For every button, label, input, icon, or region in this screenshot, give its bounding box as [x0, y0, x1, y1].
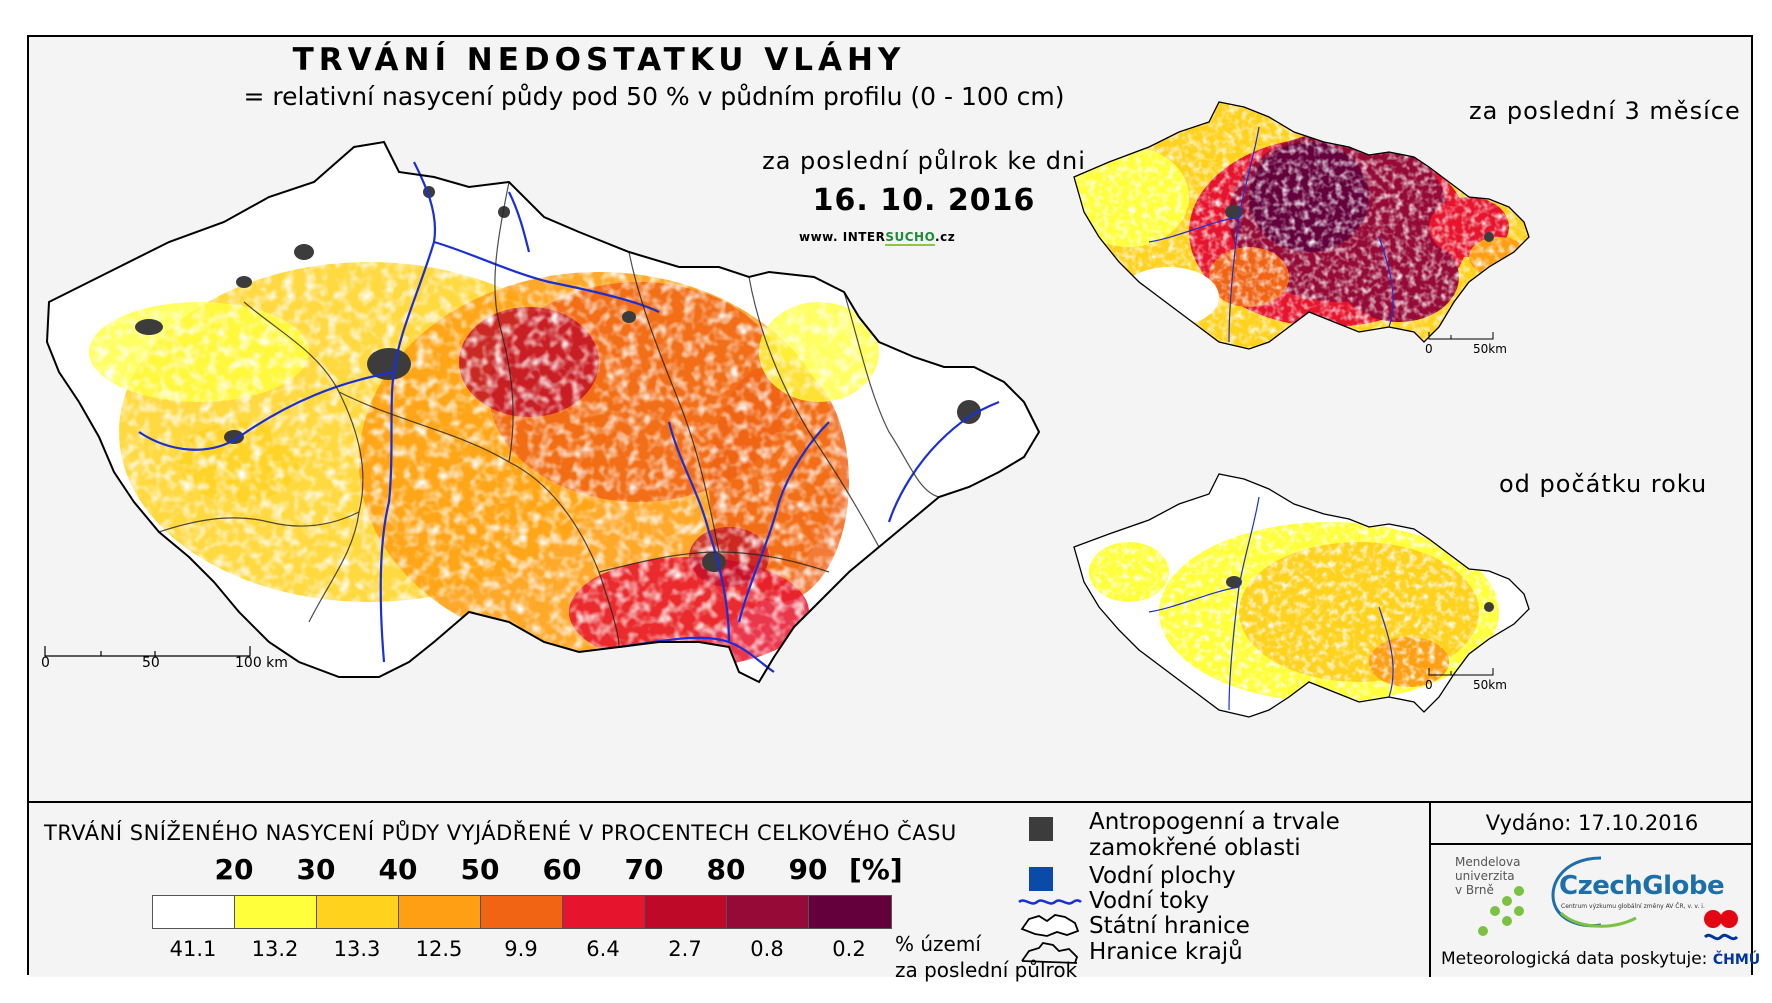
key-water-bodies: Vodní plochy [1089, 863, 1236, 889]
date-label: 16. 10. 2016 [812, 183, 1036, 218]
key-anthropogenic-line2: zamokřené oblasti [1089, 835, 1301, 861]
mendel-line1: Mendelova [1455, 855, 1521, 869]
inset-three-months-map [1073, 101, 1530, 350]
key-state-border: Státní hranice [1089, 913, 1250, 939]
website-brand: SUCHO [885, 230, 936, 246]
anthropogenic-area-icon [1029, 817, 1053, 841]
inset-year-map [1073, 473, 1530, 718]
website-prefix: www. INTER [799, 230, 886, 244]
legend-tick-80: 80 [706, 853, 746, 886]
legend-share: 13.3 [333, 937, 381, 961]
legend-tick-50: 50 [460, 853, 500, 886]
inset-three-months-label: za poslední 3 měsíce [1469, 97, 1741, 125]
map-title: TRVÁNÍ NEDOSTATKU VLÁHY [292, 42, 906, 78]
mendel-line3: v Brně [1455, 883, 1494, 897]
meteo-credit: Meteorologická data poskytuje: ČHMÚ [1441, 949, 1760, 969]
main-map [45, 140, 1041, 684]
legend-share-note: % území za poslední půlrok [895, 931, 1077, 983]
legend-swatch [235, 896, 317, 928]
legend-tick-60: 60 [542, 853, 582, 886]
issued-date: Vydáno: 17.10.2016 [1431, 803, 1753, 845]
inset-three-months-scale-end: 50km [1473, 342, 1507, 356]
legend-swatch [317, 896, 399, 928]
key-regional-border: Hranice krajů [1089, 939, 1243, 965]
legend-share: 2.7 [668, 937, 702, 961]
info-box: Vydáno: 17.10.2016 Mendelova univerzita … [1429, 803, 1760, 977]
inset-three-months-scale [1428, 332, 1494, 340]
legend-share: 12.5 [415, 937, 463, 961]
legend-share: 0.8 [750, 937, 784, 961]
mendel-line2: univerzita [1455, 869, 1515, 883]
water-body-icon [1029, 867, 1053, 891]
legend-swatch [153, 896, 235, 928]
website-link[interactable]: www. INTERSUCHO.cz [799, 230, 1039, 246]
inset-year-scale [1428, 668, 1494, 676]
legend-tick-40: 40 [378, 853, 418, 886]
mendel-logo: Mendelova univerzita v Brně [1455, 855, 1520, 897]
map-frame: TRVÁNÍ NEDOSTATKU VLÁHY = relativní nasy… [27, 35, 1760, 982]
inset-year-label: od počátku roku [1499, 470, 1708, 498]
regional-border-icon [1021, 942, 1079, 964]
inset-year-scale-end: 50km [1473, 678, 1507, 692]
main-scale-zero: 0 [41, 655, 50, 671]
map-subtitle: = relativní nasycení půdy pod 50 % v půd… [243, 82, 1065, 111]
main-scale-mid: 50 [142, 655, 160, 671]
legend-unit: [%] [849, 853, 903, 886]
legend-share: 0.2 [832, 937, 866, 961]
period-label: za poslední půlrok ke dni [762, 147, 1086, 175]
mendel-dots-icon [1478, 886, 1524, 936]
legend-title: TRVÁNÍ SNÍŽENÉHO NASYCENÍ PŮDY VYJÁDŘENÉ… [44, 821, 957, 845]
legend-swatch [727, 896, 809, 928]
legend-swatch [645, 896, 727, 928]
main-scale-end: 100 km [235, 655, 288, 671]
legend-color-bar [152, 895, 892, 929]
legend-swatch [399, 896, 481, 928]
legend-swatch [563, 896, 645, 928]
legend-tick-30: 30 [296, 853, 336, 886]
czechglobe-swoosh-icon [1551, 856, 1637, 928]
legend-tick-20: 20 [214, 853, 254, 886]
inset-three-months-scale-zero: 0 [1425, 342, 1433, 356]
state-border-icon [1020, 914, 1080, 937]
share-note-line1: % území [895, 932, 981, 956]
legend-share: 6.4 [586, 937, 620, 961]
czechglobe-subtitle: Centrum výzkumu globální změny AV ČR, v.… [1561, 903, 1705, 910]
legend-share: 41.1 [169, 937, 217, 961]
legend-tick-90: 90 [788, 853, 828, 886]
legend-swatch [809, 896, 891, 928]
meteo-prefix: Meteorologická data poskytuje: [1441, 949, 1708, 969]
czechglobe-logo: CzechGlobe [1559, 871, 1725, 901]
main-scale-bar [44, 646, 251, 657]
legend-tick-70: 70 [624, 853, 664, 886]
legend-swatch [481, 896, 563, 928]
key-anthropogenic-line1: Antropogenní a trvale [1089, 809, 1340, 835]
website-suffix: .cz [935, 230, 956, 244]
river-line-icon [1018, 899, 1082, 905]
legend-share: 9.9 [504, 937, 538, 961]
key-rivers: Vodní toky [1089, 888, 1210, 914]
legend-panel: TRVÁNÍ SNÍŽENÉHO NASYCENÍ PŮDY VYJÁDŘENÉ… [29, 801, 1760, 982]
legend-share: 13.2 [251, 937, 299, 961]
chmu-logo-icon [1703, 910, 1739, 941]
chmu-label: ČHMÚ [1712, 952, 1761, 968]
inset-year-scale-zero: 0 [1425, 678, 1433, 692]
